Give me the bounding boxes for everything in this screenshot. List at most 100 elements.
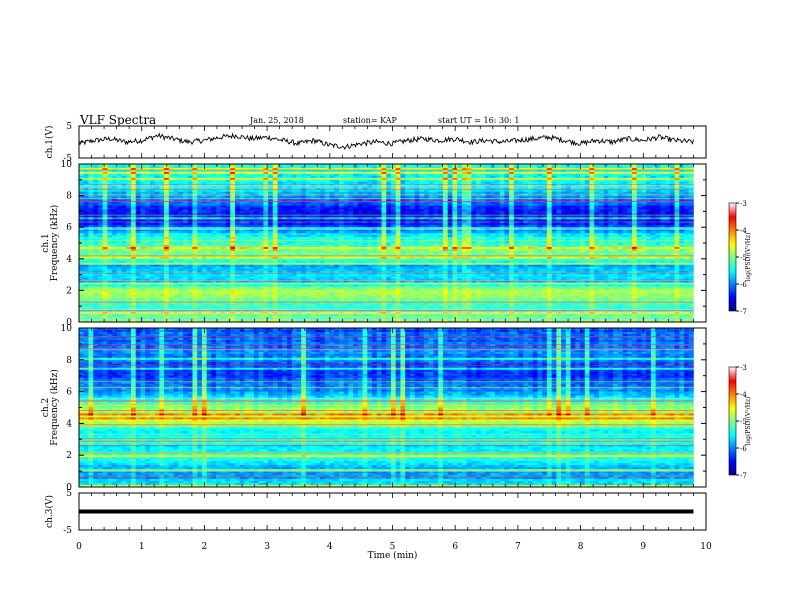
ch1-spectrogram-cell: [476, 169, 482, 173]
ch1-spectrogram-cell: [372, 213, 378, 216]
ch1-spectrogram-cell: [97, 183, 103, 187]
ch1-spectrogram-cell: [442, 223, 448, 226]
ch1-spectrogram-cell: [390, 233, 396, 236]
ch1-spectrogram-cell: [636, 195, 642, 198]
ch1-spectrogram-cell: [154, 177, 160, 181]
ch1-spectrogram-cell: [244, 237, 250, 240]
ch1-spectrogram-cell: [390, 231, 396, 234]
ch1-spectrogram-cell: [149, 183, 155, 187]
ch1-spectrogram-cell: [546, 171, 552, 175]
ch1-spectrogram-cell: [324, 195, 330, 198]
ch1-spectrogram-cell: [400, 231, 406, 234]
ch1-spectrogram-cell: [551, 229, 557, 232]
ch1-spectrogram-cell: [206, 173, 212, 177]
ch1-spectrogram-cell: [197, 183, 203, 187]
ch1-spectrogram-cell: [386, 175, 392, 179]
ch1-spectrogram-cell: [405, 229, 411, 232]
ch1-spectrogram-cell: [357, 211, 363, 214]
ch1-spectrogram-cell: [159, 199, 165, 202]
ch1-spectrogram-cell: [187, 203, 193, 206]
ch1-spectrogram-cell: [632, 213, 638, 216]
ch1-spectrogram-cell: [551, 199, 557, 202]
ch1-spectrogram-cell: [357, 191, 363, 194]
ch1-spectrogram-cell: [674, 171, 680, 175]
ch1-spectrogram-cell: [650, 191, 656, 194]
ch1-spectrogram-cell: [570, 171, 576, 175]
ch1-spectrogram-cell: [632, 199, 638, 202]
ch1-spectrogram-cell: [669, 231, 675, 234]
ch1-spectrogram-cell: [343, 167, 349, 171]
ch1-spectrogram-cell: [225, 211, 231, 214]
ch1-spectrogram-cell: [182, 225, 189, 228]
ch1-spectrogram-cell: [182, 165, 189, 169]
ch1-spectrogram-cell: [381, 229, 387, 232]
ch1-spectrogram-cell: [79, 167, 85, 171]
ch1-spectrogram-cell: [164, 213, 170, 216]
ch1-spectrogram-cell: [258, 199, 264, 202]
ch1-spectrogram-cell: [636, 167, 642, 171]
ch1-spectrogram-cell: [405, 175, 411, 179]
ch1-spectrogram-cell: [225, 213, 231, 216]
ch1-spectrogram-cell: [603, 219, 609, 222]
ch1-spectrogram-cell: [405, 223, 411, 226]
ch1-spectrogram-cell: [178, 211, 184, 214]
ch1-spectrogram-cell: [310, 205, 316, 208]
ch1-spectrogram-cell: [338, 191, 344, 194]
ch1-spectrogram-cell: [178, 215, 184, 218]
ch1-spectrogram-cell: [159, 164, 165, 167]
ch1-spectrogram-cell: [504, 217, 510, 220]
ch1-spectrogram-cell: [679, 177, 685, 181]
ch1-spectrogram-cell: [301, 205, 307, 208]
ch1-spectrogram-cell: [490, 205, 496, 208]
ch1-spectrogram-cell: [395, 209, 401, 212]
ch1-spectrogram-cell: [220, 187, 226, 190]
ch1-spectrogram-cell: [613, 181, 619, 185]
ch1-spectrogram-cell: [561, 213, 567, 216]
ch1-spectrogram-cell: [499, 203, 505, 206]
ch1-spectrogram-cell: [617, 229, 623, 232]
ch1-spectrogram-cell: [665, 169, 671, 173]
ch1-spectrogram-cell: [400, 203, 406, 206]
ch1-spectrogram-cell: [338, 225, 344, 228]
ch1-spectrogram-cell: [504, 229, 510, 232]
ch1-spectrogram-cell: [301, 209, 307, 212]
ch1-spectrogram-cell: [324, 237, 330, 240]
ch1-spectrogram-cell: [258, 205, 264, 208]
ch1-spectrogram-cell: [334, 203, 340, 206]
ch1-spectrogram-cell: [239, 187, 245, 190]
ch1-spectrogram-cell: [329, 201, 335, 204]
ch1-spectrogram-cell: [608, 181, 614, 185]
ch1-spectrogram-cell: [263, 191, 269, 194]
ch1-spectrogram-cell: [357, 175, 363, 179]
ch1-spectrogram-cell: [386, 169, 392, 173]
ch1-spectrogram-cell: [107, 189, 113, 192]
ch1-spectrogram-cell: [272, 175, 278, 179]
ch1-spectrogram-cell: [338, 165, 344, 169]
ch1-spectrogram-cell: [353, 165, 359, 169]
ch1-spectrogram-cell: [187, 219, 193, 222]
ch1-spectrogram-cell: [97, 205, 103, 208]
ch1-spectrogram-cell: [570, 169, 576, 173]
ch1-spectrogram-cell: [367, 179, 373, 183]
ch1-spectrogram-cell: [121, 231, 127, 234]
ch1-spectrogram-cell: [310, 177, 316, 181]
ch1-spectrogram-cell: [641, 225, 647, 228]
ch1-spectrogram-cell: [244, 201, 250, 204]
ch1-spectrogram-cell: [589, 187, 595, 190]
ch1-spectrogram-cell: [513, 169, 519, 173]
ch1-spectrogram-cell: [584, 217, 590, 220]
ch1-spectrogram-cell: [613, 231, 619, 234]
ch1-spectrogram-cell: [206, 221, 212, 224]
ch1-spectrogram-cell: [291, 169, 297, 173]
ch1-spectrogram-cell: [603, 171, 609, 175]
ch1-spectrogram-cell: [126, 217, 132, 220]
ch1-spectrogram-cell: [419, 185, 425, 188]
ch1-spectrogram-cell: [154, 183, 160, 187]
ch1-spectrogram-cell: [613, 187, 619, 190]
ch1-spectrogram-cell: [211, 219, 217, 222]
ch1-spectrogram-cell: [244, 227, 250, 230]
ch1-spectrogram-cell: [617, 205, 623, 208]
ch1-series-line: [78, 132, 694, 150]
ch1-spectrogram-cell: [556, 179, 562, 183]
ch1-spectrogram-cell: [584, 199, 590, 202]
